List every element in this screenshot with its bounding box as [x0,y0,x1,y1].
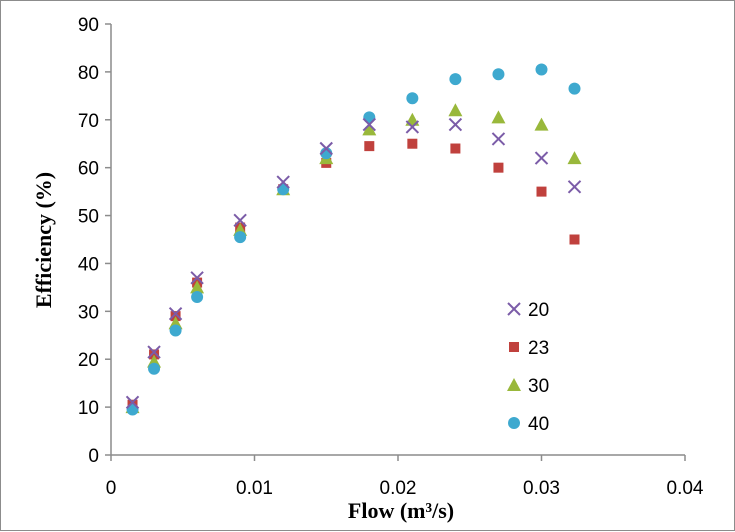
x-tick-label: 0.03 [523,478,560,499]
data-point-series-30 [362,122,377,136]
x-axis-title: Flow (m³/s) [348,498,454,523]
data-point-series-20 [276,175,290,189]
series-23 [127,138,580,410]
data-point-series-23 [364,141,375,152]
data-point-series-20-stroke [491,132,506,146]
data-point-series-20-stroke [405,120,420,134]
y-tick-label: 30 [78,302,99,323]
data-point-series-20-stroke [448,117,463,132]
data-point-series-20 [567,180,582,194]
legend-label-23: 23 [528,338,549,359]
legend-label-40: 40 [528,414,549,435]
tick-labels: 0 10 20 30 40 50 60 70 80 90 0 0.01 0.02 0.03 0.04 [78,15,704,499]
y-tick-label: 80 [78,63,99,84]
data-point-series-30 [491,110,506,124]
data-point-series-20 [147,345,161,359]
data-point-series-20-stroke [125,395,140,410]
data-point-series-23 [450,143,461,154]
legend-label-20: 20 [528,300,549,321]
axes [105,23,686,461]
data-point-series-23 [407,138,418,149]
data-point-series-20-stroke [362,117,377,132]
data-point-series-20 [448,117,463,132]
data-point-series-20 [362,117,377,132]
data-point-series-40 [169,324,182,337]
data-point-series-20-stroke [233,213,247,228]
data-point-series-23 [149,349,160,360]
data-point-series-20-stroke [276,175,290,189]
data-point-series-40 [492,68,505,81]
legend-item-40: 40 [508,414,549,435]
data-point-series-30 [405,112,420,126]
legend-marker-40 [508,417,520,429]
data-point-series-20-stroke [190,271,204,285]
data-point-series-20-stroke [147,345,161,359]
x-tick-label: 0.04 [667,478,704,499]
data-point-series-20-stroke [319,141,333,156]
legend-marker-30 [507,378,521,391]
data-point-series-20-stroke [534,151,549,165]
data-point-series-23 [493,162,504,173]
data-point-series-40 [234,231,247,244]
y-axis-title: Efficiency (%) [31,172,56,308]
legend: 20 23 30 40 [507,300,549,435]
y-tick-label: 60 [78,159,99,180]
data-points [125,63,582,416]
legend-marker-20-stroke [507,302,521,316]
data-point-series-40 [449,73,462,86]
data-point-series-20 [168,307,183,321]
data-point-series-40 [148,362,161,375]
data-point-series-30 [448,103,463,117]
y-tick-label: 0 [88,446,99,467]
series-20 [125,117,582,410]
y-tick-label: 20 [78,350,99,371]
legend-item-20: 20 [507,300,549,321]
y-tick-label: 70 [78,111,99,132]
data-point-series-40 [568,82,581,95]
data-point-series-20 [125,395,140,410]
x-tick-label: 0.02 [380,478,417,499]
data-point-series-23 [170,311,181,322]
data-point-series-20 [190,271,204,285]
data-point-series-20 [405,120,420,134]
data-point-series-20 [319,141,333,156]
data-point-series-20 [233,213,247,228]
data-point-series-40 [535,63,548,76]
legend-item-23: 23 [509,338,549,359]
data-point-series-20 [491,132,506,146]
y-tick-label: 10 [78,398,99,419]
y-tick-label: 40 [78,254,99,275]
legend-item-30: 30 [507,376,549,397]
legend-marker-23 [509,342,519,352]
legend-label-30: 30 [528,376,549,397]
legend-marker-20 [507,302,521,316]
data-point-series-20-stroke [168,307,183,321]
data-point-series-40 [191,290,204,303]
data-point-series-20-stroke [567,180,582,194]
data-point-series-40 [406,92,419,105]
data-point-series-30 [567,151,582,165]
x-tick-label: 0 [106,478,117,499]
data-point-series-23 [569,234,580,245]
data-point-series-30 [534,117,549,131]
series-30 [125,103,582,414]
data-point-series-23 [536,186,547,197]
series-40 [126,63,581,416]
data-point-series-30 [190,280,205,294]
y-tick-label: 50 [78,207,99,228]
x-tick-label: 0.01 [236,478,273,499]
y-tick-label: 90 [78,15,99,36]
data-point-series-20 [534,151,549,165]
